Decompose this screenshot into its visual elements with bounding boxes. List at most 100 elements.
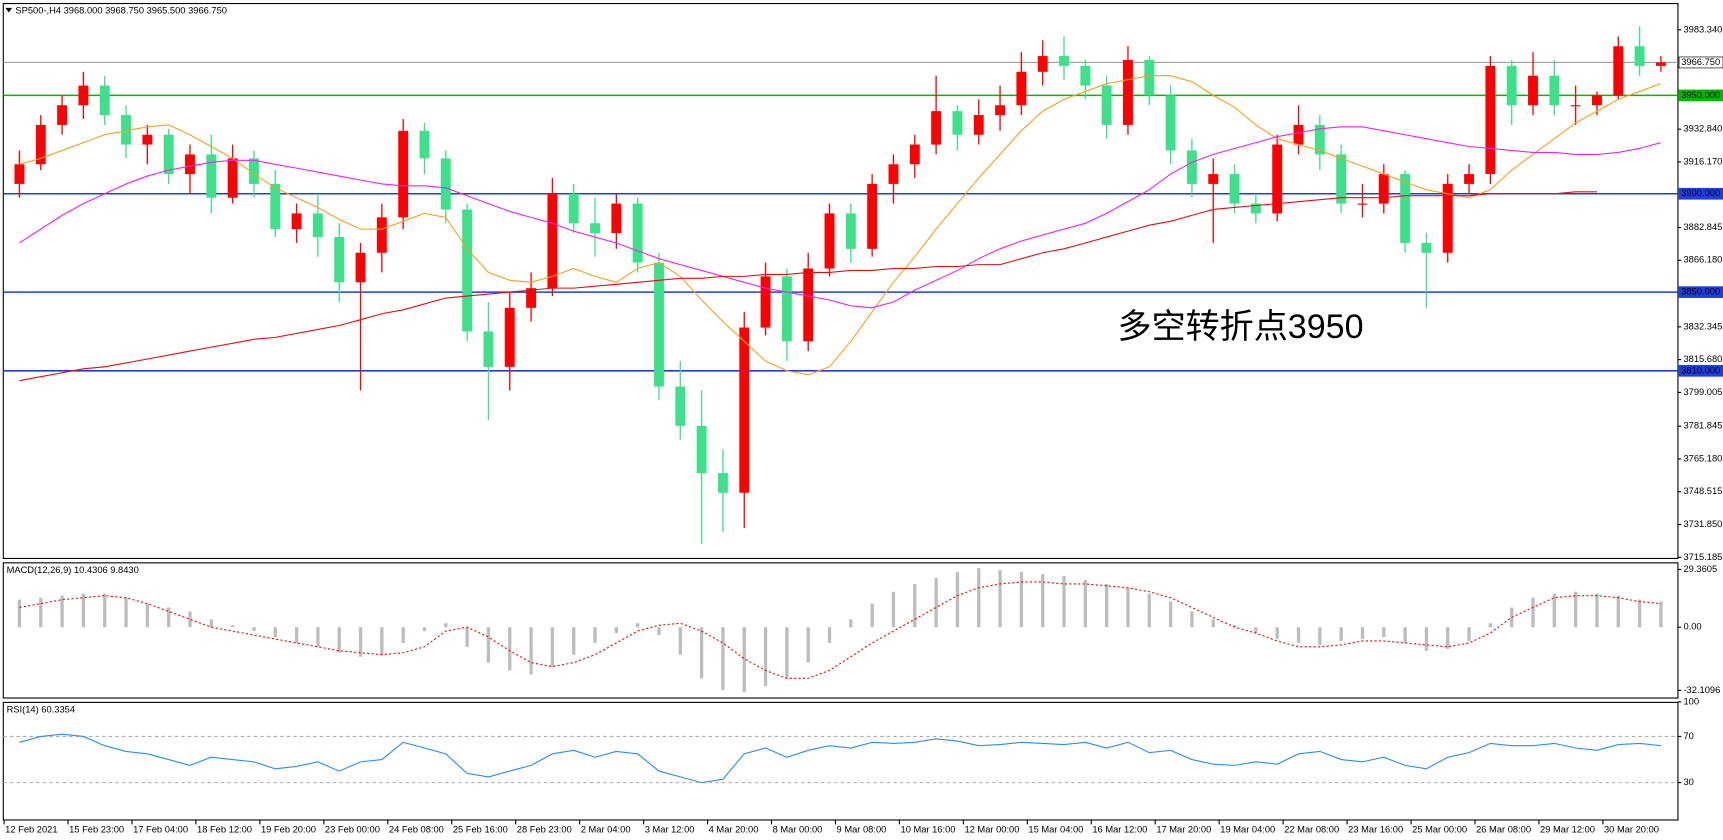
macd-histogram-bar: [209, 619, 213, 628]
macd-histogram-bar: [998, 570, 1002, 628]
macd-histogram-bar: [593, 627, 597, 643]
price-level-box: [1678, 286, 1723, 298]
y-tick-label: 3882.845: [1683, 222, 1722, 232]
macd-histogram-bar: [294, 627, 299, 643]
x-tick-label: 17 Feb 04:00: [133, 824, 188, 834]
y-tick-label: 0.00: [1683, 622, 1701, 632]
candle-body: [206, 154, 217, 198]
x-tick-label: 12 Feb 2021: [5, 824, 57, 834]
candle-body: [1357, 203, 1368, 205]
candle-body: [14, 164, 25, 184]
candle-body: [440, 158, 451, 210]
y-tick-label: 3832.345: [1683, 321, 1722, 331]
candle-body: [590, 223, 600, 234]
y-tick-label: 3916.170: [1683, 156, 1722, 166]
macd-histogram-bar: [380, 627, 384, 655]
y-tick-label: 3731.850: [1683, 519, 1722, 529]
candle-body: [57, 105, 68, 125]
candle-body: [888, 164, 899, 184]
main-panel-frame: [2, 2, 1679, 560]
candle-body: [611, 203, 622, 234]
candle-body: [291, 213, 302, 230]
candle-body: [1378, 174, 1389, 204]
macd-histogram-bar: [1083, 579, 1087, 628]
macd-histogram-bar: [870, 603, 874, 628]
macd-histogram-bar: [550, 627, 555, 667]
candle-body: [1272, 144, 1283, 214]
candle-body: [1506, 65, 1517, 106]
candle-body: [1016, 71, 1027, 106]
x-tick-label: 24 Feb 08:00: [389, 824, 444, 834]
candle-body: [995, 105, 1006, 116]
macd-histogram-bar: [1424, 627, 1429, 651]
x-tick-label: 29 Mar 12:00: [1540, 824, 1595, 834]
x-tick-label: 10 Mar 16:00: [901, 824, 956, 834]
candle-body: [376, 217, 387, 253]
candle-body: [1080, 65, 1091, 86]
candle-body: [1592, 95, 1602, 106]
y-tick-label: 3799.005: [1683, 387, 1722, 397]
macd-histogram-bar: [1126, 587, 1130, 628]
macd-histogram-bar: [913, 583, 917, 628]
candle-body: [312, 213, 323, 238]
macd-histogram-bar: [636, 623, 640, 628]
macd-histogram-bar: [614, 627, 618, 634]
macd-histogram-bar: [657, 627, 661, 636]
candle-body: [163, 134, 174, 175]
macd-histogram-bar: [273, 627, 277, 638]
macd-histogram-bar: [1275, 627, 1279, 639]
macd-histogram-bar: [1232, 625, 1237, 628]
x-tick-label: 23 Mar 16:00: [1348, 824, 1403, 834]
x-tick-label: 18 Feb 12:00: [197, 824, 252, 834]
candle-body: [1336, 154, 1347, 204]
y-tick-label: 3983.340: [1683, 24, 1722, 34]
x-tick-label: 17 Mar 20:00: [1156, 824, 1211, 834]
macd-histogram-bar: [1105, 583, 1109, 628]
macd-histogram-bar: [742, 627, 746, 693]
candle-body: [1528, 75, 1538, 106]
moving-average: [19, 191, 1597, 382]
candle-body: [1123, 59, 1133, 125]
macd-histogram-bar: [337, 627, 341, 653]
candle-body: [1442, 183, 1453, 253]
macd-histogram-bar: [1360, 627, 1365, 639]
candle-body: [1101, 85, 1112, 125]
x-tick-label: 28 Feb 23:00: [517, 824, 572, 834]
macd-histogram-bar: [977, 568, 981, 628]
macd-histogram-bar: [124, 597, 128, 628]
x-tick-label: 25 Mar 00:00: [1412, 824, 1467, 834]
y-tick-label: 3715.185: [1683, 552, 1722, 562]
rsi-label: RSI(14) 60.3354: [7, 705, 75, 715]
macd-histogram-bar: [934, 577, 938, 628]
price-level-box: [1678, 187, 1723, 200]
x-tick-label: 16 Mar 12:00: [1092, 824, 1147, 834]
macd-histogram-bar: [167, 607, 171, 628]
macd-histogram-bar: [1296, 627, 1301, 643]
macd-histogram-bar: [401, 627, 405, 643]
macd-histogram-bar: [1318, 627, 1322, 645]
x-tick-label: 12 Mar 00:00: [964, 824, 1019, 834]
y-tick-label: 3765.180: [1683, 453, 1722, 463]
y-tick-label: 3815.680: [1683, 354, 1722, 364]
candle-body: [227, 158, 238, 198]
macd-histogram-bar: [849, 619, 853, 628]
y-tick-label: 3781.845: [1683, 421, 1722, 431]
price-level-label: 3950.000: [1681, 90, 1720, 100]
candle-body: [1613, 46, 1624, 96]
moving-average: [19, 75, 1662, 376]
candle-body: [1208, 174, 1219, 184]
candle-body: [717, 473, 728, 493]
candle-body: [526, 288, 537, 308]
candle-body: [419, 130, 430, 159]
candle-body: [334, 237, 345, 283]
candle-body: [1165, 95, 1176, 151]
x-tick-label: 30 Mar 20:00: [1604, 824, 1659, 834]
candle-body: [1421, 242, 1432, 253]
price-level-label: 3850.000: [1681, 287, 1720, 297]
x-tick-label: 26 Mar 08:00: [1476, 824, 1531, 834]
macd-signal-line: [19, 581, 1661, 679]
macd-histogram-bar: [316, 627, 320, 647]
macd-histogram-bar: [1190, 611, 1194, 628]
